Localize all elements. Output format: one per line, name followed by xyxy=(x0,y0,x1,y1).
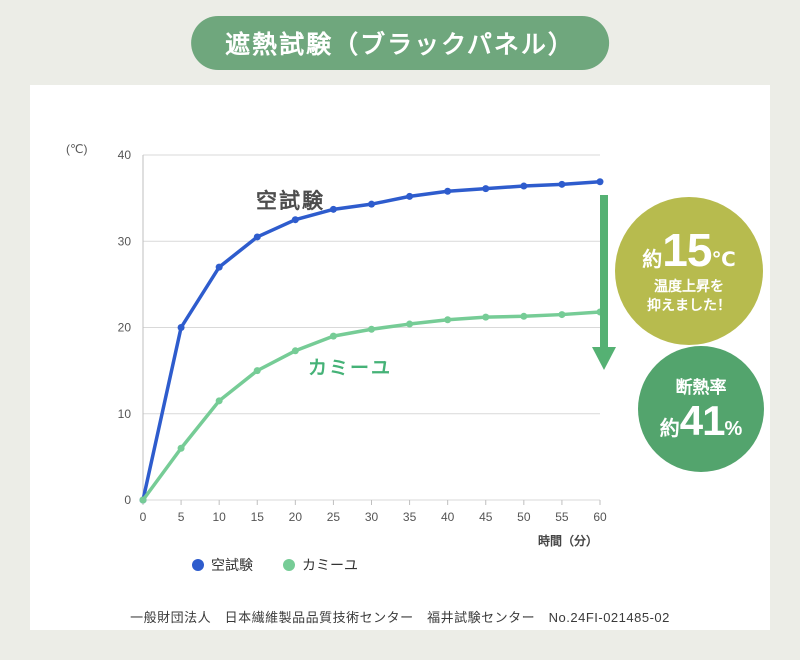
page-title-text: 遮熱試験（ブラックパネル） xyxy=(225,31,575,59)
insulation-value: 41 xyxy=(679,396,726,444)
svg-text:20: 20 xyxy=(289,510,303,524)
legend-label-camille: カミーユ xyxy=(302,557,358,573)
svg-text:60: 60 xyxy=(593,510,607,524)
temperature-badge-value: 約 15 ℃ xyxy=(642,227,735,273)
insulation-unit: % xyxy=(724,417,743,440)
svg-text:30: 30 xyxy=(365,510,379,524)
legend-dot-green xyxy=(283,559,295,571)
page-title: 遮熱試験（ブラックパネル） xyxy=(191,16,609,70)
svg-text:25: 25 xyxy=(327,510,341,524)
legend-item-blank-test: 空試験 xyxy=(192,555,253,575)
y-axis-unit-label: (℃) xyxy=(66,142,88,156)
series-label-blank-test: 空試験 xyxy=(256,190,325,213)
svg-text:0: 0 xyxy=(124,493,131,507)
temperature-prefix: 約 xyxy=(642,249,663,272)
svg-text:35: 35 xyxy=(403,510,417,524)
insulation-badge-title: 断熱率 xyxy=(675,377,727,397)
legend-label-blank-test: 空試験 xyxy=(211,557,253,573)
svg-text:0: 0 xyxy=(140,510,147,524)
legend-dot-blue xyxy=(192,559,204,571)
svg-text:50: 50 xyxy=(517,510,531,524)
svg-text:10: 10 xyxy=(118,407,132,421)
insulation-badge: 断熱率 約 41% xyxy=(638,346,764,472)
svg-text:30: 30 xyxy=(118,234,132,248)
svg-text:20: 20 xyxy=(118,321,132,335)
svg-text:40: 40 xyxy=(441,510,455,524)
temperature-badge: 約 15 ℃ 温度上昇を 抑えました！ xyxy=(615,197,763,345)
chart-legend: 空試験 カミーユ xyxy=(130,555,420,575)
line-chart: 0 10 20 30 40 0 5 10 15 20 25 30 35 40 45 50 55 60 xyxy=(118,148,607,524)
svg-text:5: 5 xyxy=(178,510,185,524)
temperature-value: 15 xyxy=(662,224,712,277)
arrow-down-icon xyxy=(592,195,616,370)
legend-item-camille: カミーユ xyxy=(283,555,358,575)
svg-text:45: 45 xyxy=(479,510,493,524)
x-axis-label: 時間（分） xyxy=(537,534,598,548)
svg-text:15: 15 xyxy=(251,510,265,524)
svg-text:10: 10 xyxy=(212,510,226,524)
svg-text:55: 55 xyxy=(555,510,569,524)
chart-card: (℃) 0 10 20 30 40 0 5 10 15 20 25 30 35 40 45 50 55 60 時間… xyxy=(30,85,770,630)
insulation-prefix: 約 xyxy=(659,417,680,440)
temperature-unit: ℃ xyxy=(711,249,736,272)
series-label-camille: カミーユ xyxy=(308,358,393,379)
temperature-caption-line2: 抑えました！ xyxy=(647,297,731,313)
insulation-badge-value: 約 41% xyxy=(659,396,743,444)
svg-text:40: 40 xyxy=(118,148,132,162)
test-center-note: 一般財団法人 日本繊維製品品質技術センター 福井試験センター No.24FI-0… xyxy=(130,610,670,625)
temperature-caption-line1: 温度上昇を xyxy=(654,278,724,295)
